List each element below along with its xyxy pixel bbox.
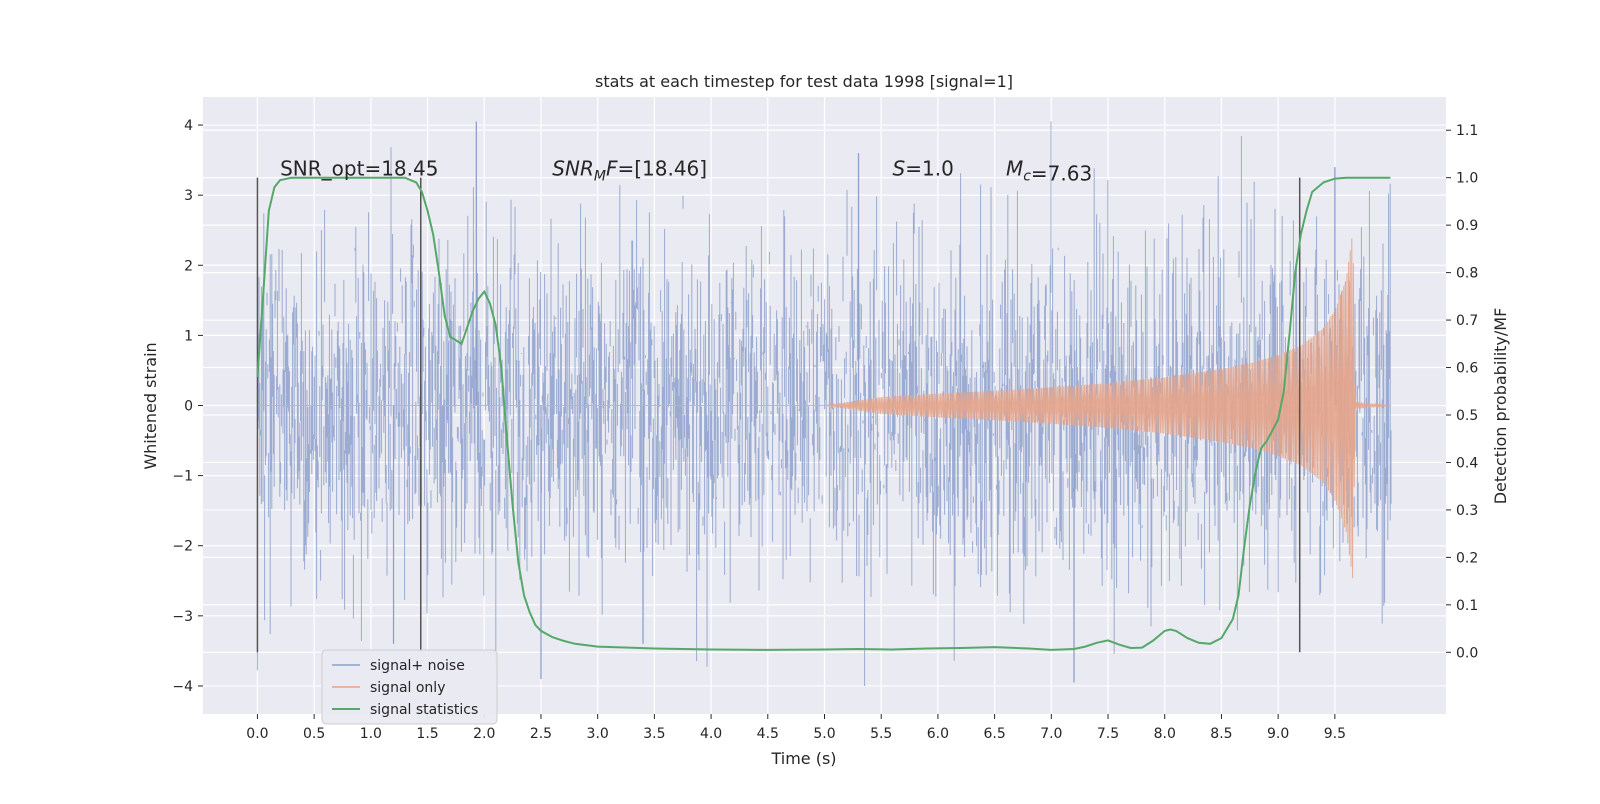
x-tick-label: 2.0 bbox=[473, 726, 495, 742]
y2-tick-label: 0.1 bbox=[1456, 598, 1478, 614]
legend-label: signal only bbox=[370, 680, 445, 696]
x-tick-label: 7.0 bbox=[1040, 726, 1062, 742]
signal-statistics-line bbox=[256, 176, 1391, 651]
y2-tick-label: 0.7 bbox=[1456, 313, 1478, 329]
y-tick-label: 4 bbox=[184, 118, 193, 134]
series-group bbox=[256, 121, 1392, 686]
x-tick-label: 4.5 bbox=[757, 726, 779, 742]
x-tick-label: 1.5 bbox=[416, 726, 438, 742]
stat-annotation: SNR_opt=18.45 bbox=[280, 157, 438, 181]
stat-annotation: S=1.0 bbox=[893, 157, 954, 181]
y2-tick-label: 0.0 bbox=[1456, 645, 1478, 661]
legend: signal+ noise signal only signal statistic… bbox=[321, 649, 498, 725]
y-tick-label: −3 bbox=[172, 609, 193, 625]
y-tick-label: −4 bbox=[172, 679, 193, 695]
x-tick-label: 9.5 bbox=[1324, 726, 1346, 742]
x-tick-label: 4.0 bbox=[700, 726, 722, 742]
x-tick-label: 6.0 bbox=[927, 726, 949, 742]
x-tick-label: 2.5 bbox=[530, 726, 552, 742]
x-tick-label: 0.0 bbox=[246, 726, 268, 742]
y2-tick-label: 0.5 bbox=[1456, 408, 1478, 424]
x-tick-label: 8.5 bbox=[1210, 726, 1232, 742]
y-tick-label: 1 bbox=[184, 328, 193, 344]
y2-tick-label: 0.3 bbox=[1456, 503, 1478, 519]
signal-only-trace bbox=[257, 238, 1392, 579]
y2-tick-label: 1.1 bbox=[1456, 123, 1478, 139]
x-tick-label: 8.0 bbox=[1154, 726, 1176, 742]
x-tick-label: 9.0 bbox=[1267, 726, 1289, 742]
y-axis-label: Whitened strain bbox=[141, 342, 160, 469]
y2-tick-label: 0.9 bbox=[1456, 218, 1478, 234]
chart-title: stats at each timestep for test data 199… bbox=[595, 72, 1013, 91]
x-tick-label: 6.5 bbox=[983, 726, 1005, 742]
y-tick-label: 2 bbox=[184, 258, 193, 274]
stat-annotation: SNRMF=[18.46] bbox=[552, 157, 707, 185]
x-tick-label: 5.0 bbox=[813, 726, 835, 742]
legend-label: signal+ noise bbox=[370, 658, 465, 674]
legend-box bbox=[321, 649, 498, 725]
stat-annotation: Mc=7.63 bbox=[1006, 157, 1092, 186]
x-axis-label: Time (s) bbox=[770, 749, 836, 768]
y-tick-label: 0 bbox=[184, 399, 193, 415]
y2-axis-label: Detection probability/MF bbox=[1491, 308, 1510, 505]
x-tick-label: 5.5 bbox=[870, 726, 892, 742]
x-tick-label: 3.5 bbox=[643, 726, 665, 742]
y2-tick-label: 0.2 bbox=[1456, 550, 1478, 566]
x-tick-label: 3.0 bbox=[587, 726, 609, 742]
y-tick-label: −1 bbox=[172, 469, 193, 485]
y2-tick-label: 0.4 bbox=[1456, 455, 1478, 471]
y2-tick-label: 0.8 bbox=[1456, 266, 1478, 282]
x-tick-label: 7.5 bbox=[1097, 726, 1119, 742]
y2-tick-label: 0.6 bbox=[1456, 361, 1478, 377]
y-tick-label: −2 bbox=[172, 539, 193, 555]
x-tick-label: 1.0 bbox=[360, 726, 382, 742]
y2-tick-label: 1.0 bbox=[1456, 171, 1478, 187]
legend-label: signal statistics bbox=[370, 702, 478, 718]
y-tick-label: 3 bbox=[184, 188, 193, 204]
x-tick-label: 0.5 bbox=[303, 726, 325, 742]
